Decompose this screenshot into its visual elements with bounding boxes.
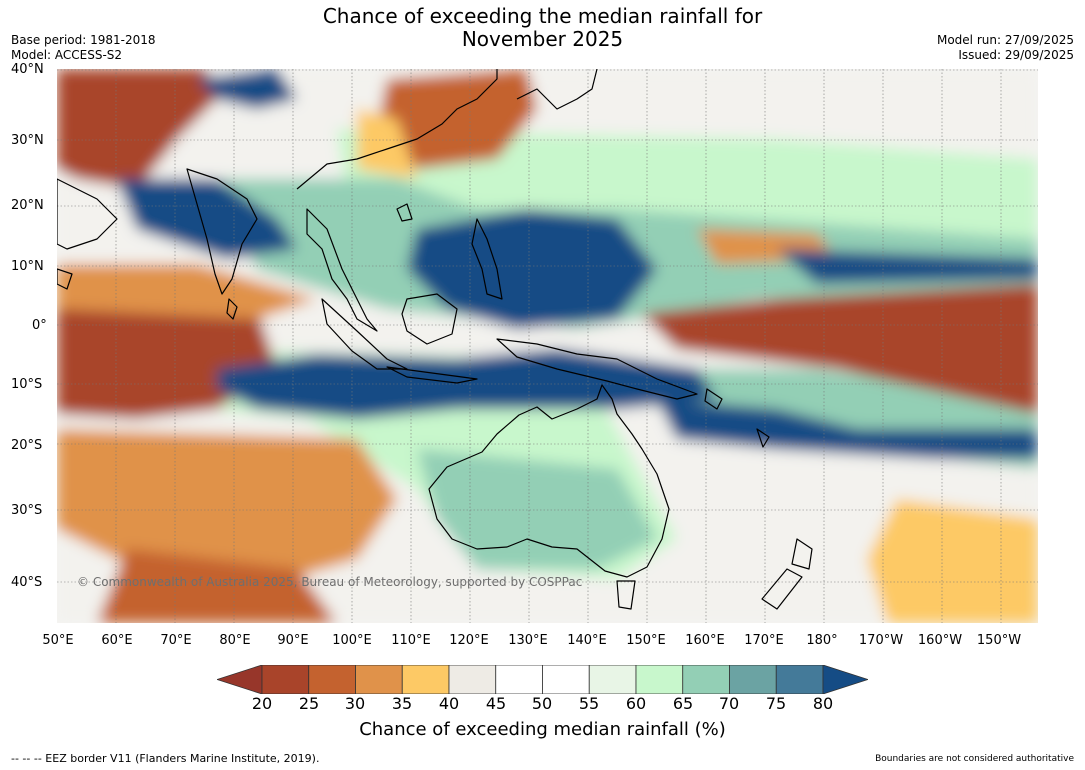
colorbar-cell bbox=[729, 665, 777, 694]
lon-label: 120°E bbox=[449, 633, 489, 648]
sri-lanka-coastline bbox=[226, 298, 238, 320]
lat-label: 40°S bbox=[11, 575, 43, 590]
colorbar-under-triangle bbox=[217, 665, 263, 694]
colorbar-cell bbox=[448, 665, 497, 694]
vanuatu-coastline bbox=[756, 428, 770, 448]
lat-label: 10°N bbox=[11, 259, 44, 274]
map-graticule bbox=[57, 69, 1038, 623]
lat-label: 30°N bbox=[11, 133, 44, 148]
china-coastline bbox=[296, 69, 498, 190]
taiwan-coastline bbox=[396, 203, 413, 222]
model-run: Model run: 27/09/2025 bbox=[936, 33, 1074, 47]
arabia-coastline bbox=[57, 178, 118, 250]
colorbar-label: Chance of exceeding median rainfall (%) bbox=[359, 719, 726, 740]
tasmania-coastline bbox=[616, 580, 636, 610]
java-coastline bbox=[386, 366, 478, 384]
new-guinea-coastline bbox=[496, 338, 698, 400]
colorbar-cell bbox=[775, 665, 824, 694]
model-name: Model: ACCESS-S2 bbox=[11, 48, 123, 62]
lon-label: 160°W bbox=[917, 633, 963, 648]
colorbar-cell bbox=[542, 665, 590, 694]
lon-label: 150°E bbox=[626, 633, 666, 648]
colorbar-tick: 35 bbox=[391, 694, 413, 713]
colorbar bbox=[217, 665, 868, 694]
title-line-2: November 2025 bbox=[461, 27, 624, 51]
title-line-1: Chance of exceeding the median rainfall … bbox=[322, 4, 763, 28]
colorbar-tick: 25 bbox=[298, 694, 320, 713]
lat-label: 0° bbox=[32, 318, 47, 333]
colorbar-cell bbox=[308, 665, 356, 694]
lon-label: 90°E bbox=[277, 633, 309, 648]
lon-label: 170°E bbox=[744, 633, 784, 648]
colorbar-tick: 55 bbox=[578, 694, 600, 713]
colorbar-cell bbox=[588, 665, 637, 694]
lat-label: 40°N bbox=[11, 62, 44, 77]
meta-left: Base period: 1981-2018 Model: ACCESS-S2 bbox=[11, 33, 156, 63]
lon-label: 60°E bbox=[101, 633, 133, 648]
colorbar-tick: 80 bbox=[812, 694, 834, 713]
colorbar-cells bbox=[261, 665, 824, 694]
philippines-coastline bbox=[471, 218, 503, 300]
lon-label: 100°E bbox=[332, 633, 372, 648]
colorbar-over-triangle bbox=[822, 665, 868, 694]
lon-label: 50°E bbox=[42, 633, 74, 648]
colorbar-tick: 70 bbox=[718, 694, 740, 713]
malay-peninsula-coastline bbox=[306, 208, 378, 332]
colorbar-cell bbox=[261, 665, 310, 694]
colorbar-cell bbox=[355, 665, 403, 694]
colorbar-tick: 75 bbox=[765, 694, 787, 713]
africa-coastline bbox=[57, 268, 73, 290]
colorbar-tick: 20 bbox=[251, 694, 273, 713]
japan-coastline bbox=[516, 69, 598, 110]
lon-label: 160°E bbox=[685, 633, 725, 648]
lon-label: 180° bbox=[806, 633, 838, 648]
rainfall-probability-field bbox=[57, 69, 1038, 623]
india-coastline bbox=[186, 168, 258, 295]
colorbar-tick: 45 bbox=[485, 694, 507, 713]
boundaries-disclaimer: Boundaries are not considered authoritat… bbox=[875, 754, 1074, 764]
lon-label: 110°E bbox=[391, 633, 431, 648]
issued-date: Issued: 29/09/2025 bbox=[958, 48, 1074, 62]
lon-label: 130°E bbox=[508, 633, 548, 648]
meta-right: Model run: 27/09/2025 Issued: 29/09/2025 bbox=[937, 33, 1074, 63]
colorbar-tick: 30 bbox=[344, 694, 366, 713]
nz-north-island-coastline bbox=[791, 538, 813, 570]
lon-label: 70°E bbox=[160, 633, 192, 648]
map-title: Chance of exceeding the median rainfall … bbox=[0, 5, 1085, 51]
colorbar-cell bbox=[682, 665, 730, 694]
lon-label: 140°E bbox=[567, 633, 607, 648]
lat-label: 30°S bbox=[11, 503, 43, 518]
lat-label: 10°S bbox=[11, 377, 43, 392]
base-period: Base period: 1981-2018 bbox=[11, 33, 156, 47]
lon-label: 80°E bbox=[219, 633, 251, 648]
coastlines bbox=[57, 69, 813, 610]
eez-border-note: -- -- -- EEZ border V11 (Flanders Marine… bbox=[11, 752, 320, 765]
map-canvas bbox=[57, 69, 1038, 623]
colorbar-tick: 50 bbox=[531, 694, 553, 713]
australia-coastline bbox=[428, 384, 670, 578]
lat-label: 20°S bbox=[11, 438, 43, 453]
colorbar-cell bbox=[635, 665, 684, 694]
lon-label: 150°W bbox=[976, 633, 1022, 648]
solomon-islands-coastline bbox=[704, 388, 723, 410]
colorbar-cell bbox=[401, 665, 450, 694]
borneo-coastline bbox=[401, 293, 458, 345]
nz-south-island-coastline bbox=[761, 568, 803, 610]
lat-label: 20°N bbox=[11, 198, 44, 213]
colorbar-cell bbox=[495, 665, 543, 694]
lon-label: 170°W bbox=[858, 633, 904, 648]
copyright-notice: © Commonwealth of Australia 2025, Bureau… bbox=[77, 575, 583, 589]
colorbar-tick: 60 bbox=[625, 694, 647, 713]
colorbar-tick: 40 bbox=[438, 694, 460, 713]
colorbar-tick: 65 bbox=[672, 694, 694, 713]
rainfall-map bbox=[57, 69, 1038, 623]
